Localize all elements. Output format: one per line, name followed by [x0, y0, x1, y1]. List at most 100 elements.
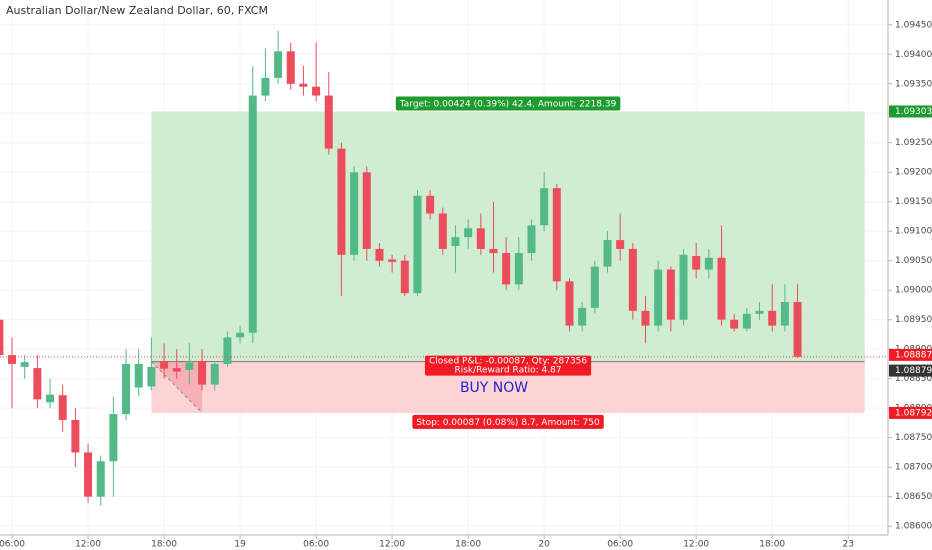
candle-body [540, 188, 549, 226]
x-tick-label: 12:00 [379, 540, 405, 550]
candle-body [400, 260, 409, 294]
profit-zone [151, 111, 865, 362]
candle-body [603, 240, 612, 267]
candle-body [426, 195, 435, 214]
candle-body [261, 77, 270, 96]
candle-body [451, 237, 460, 246]
pnl-label-bg [424, 355, 592, 376]
x-tick-label: 12:00 [75, 540, 101, 550]
chart-title: Australian Dollar/New Zealand Dollar, 60… [6, 4, 268, 17]
candle-body [464, 228, 473, 238]
candle-body [350, 172, 359, 255]
candle-body [388, 259, 397, 262]
candle-body [730, 319, 739, 329]
candle-body [742, 313, 751, 329]
candle-body [223, 337, 232, 364]
stop-price: 1.08792 [895, 408, 932, 418]
candle-body [71, 419, 80, 453]
x-tick-label: 12:00 [683, 540, 709, 550]
candle-body [109, 414, 118, 462]
candle-body [160, 360, 169, 369]
candles [0, 30, 802, 506]
candle-body [96, 461, 105, 497]
candle-body [628, 248, 637, 311]
y-tick-label: 1.09350 [895, 79, 932, 89]
trade-path [151, 361, 203, 414]
candle-body [0, 319, 4, 356]
candle-body [20, 362, 29, 367]
position-zones [151, 111, 865, 414]
y-tick-label: 1.08700 [895, 463, 932, 473]
candle-body [134, 363, 143, 388]
x-tick-label: 06:00 [303, 540, 329, 550]
stop-label-text: Stop: 0.00087 (0.08%) 8.7, Amount: 750 [416, 418, 600, 428]
pnl-text: Closed P&L: -0.00087, Qty: 287356 [429, 357, 587, 367]
candle-body [590, 266, 599, 308]
candle-body [337, 148, 346, 255]
candle-body [33, 368, 42, 400]
candle-body [768, 310, 777, 326]
current-price-bg [889, 348, 932, 361]
candle-body [210, 363, 219, 385]
x-tick-label: 20 [538, 540, 550, 550]
y-tick-label: 1.08750 [895, 433, 932, 443]
candle-body [616, 240, 625, 249]
candle-body [122, 363, 131, 415]
y-tick-label: 1.08850 [895, 374, 932, 384]
candle-body [172, 368, 181, 372]
candle-body [286, 51, 295, 84]
candle-body [755, 310, 764, 314]
candle-body [324, 95, 333, 149]
y-tick-label: 1.09100 [895, 227, 932, 237]
y-tick-label: 1.09200 [895, 168, 932, 178]
candle-body [274, 51, 283, 78]
stop-label: Stop: 0.00087 (0.08%) 8.7, Amount: 750 [412, 414, 604, 429]
x-tick-label: 06:00 [607, 540, 633, 550]
y-tick-label: 1.09250 [895, 138, 932, 148]
current-price: 1.08887 [895, 350, 932, 360]
axes: 1.086001.086501.087001.087501.088001.088… [0, 20, 932, 550]
target-price: 1.09303 [895, 107, 932, 117]
y-tick-label: 1.09150 [895, 197, 932, 207]
x-tick-label: 23 [842, 540, 853, 550]
candle-body [185, 362, 194, 370]
y-tick-label: 1.09050 [895, 256, 932, 266]
y-tick-label: 1.09000 [895, 286, 932, 296]
y-tick-label: 1.08650 [895, 492, 932, 502]
y-tick-label: 1.08600 [895, 522, 932, 532]
x-tick-label: 18:00 [455, 540, 481, 550]
candle-body [375, 248, 384, 261]
entry-price-bg [889, 364, 932, 377]
candle-body [578, 307, 587, 326]
candle-body [312, 86, 321, 96]
candle-body [489, 248, 498, 254]
candle-body [552, 188, 561, 282]
candle-body [46, 394, 55, 403]
candle-body [641, 310, 650, 326]
candle-body [198, 360, 207, 385]
overlay: Target: 0.00424 (0.39%) 42.4, Amount: 22… [0, 96, 888, 429]
candle-body [58, 395, 67, 420]
candle-body [514, 253, 523, 285]
annotation: BUY NOW [460, 380, 528, 396]
candle-body [565, 281, 574, 326]
target-label-text: Target: 0.00424 (0.39%) 42.4, Amount: 22… [399, 99, 617, 109]
candle-body [704, 257, 713, 270]
candle-body [147, 366, 156, 387]
candle-body [502, 253, 511, 285]
x-tick-label: 19 [234, 540, 246, 550]
candle-body [299, 83, 308, 87]
ratio-text: Risk/Reward Ratio: 4.87 [454, 366, 561, 376]
x-tick-label: 18:00 [151, 540, 177, 550]
candle-body [362, 172, 371, 249]
candle-body [793, 302, 802, 357]
target-price-bg [889, 105, 932, 118]
x-tick-label: 06:00 [0, 540, 25, 550]
candle-body [780, 302, 789, 326]
stop-price-bg [889, 406, 932, 419]
y-tick-label: 1.08950 [895, 315, 932, 325]
candle-body [692, 255, 701, 270]
candle-body [236, 332, 245, 338]
candle-body [717, 257, 726, 320]
